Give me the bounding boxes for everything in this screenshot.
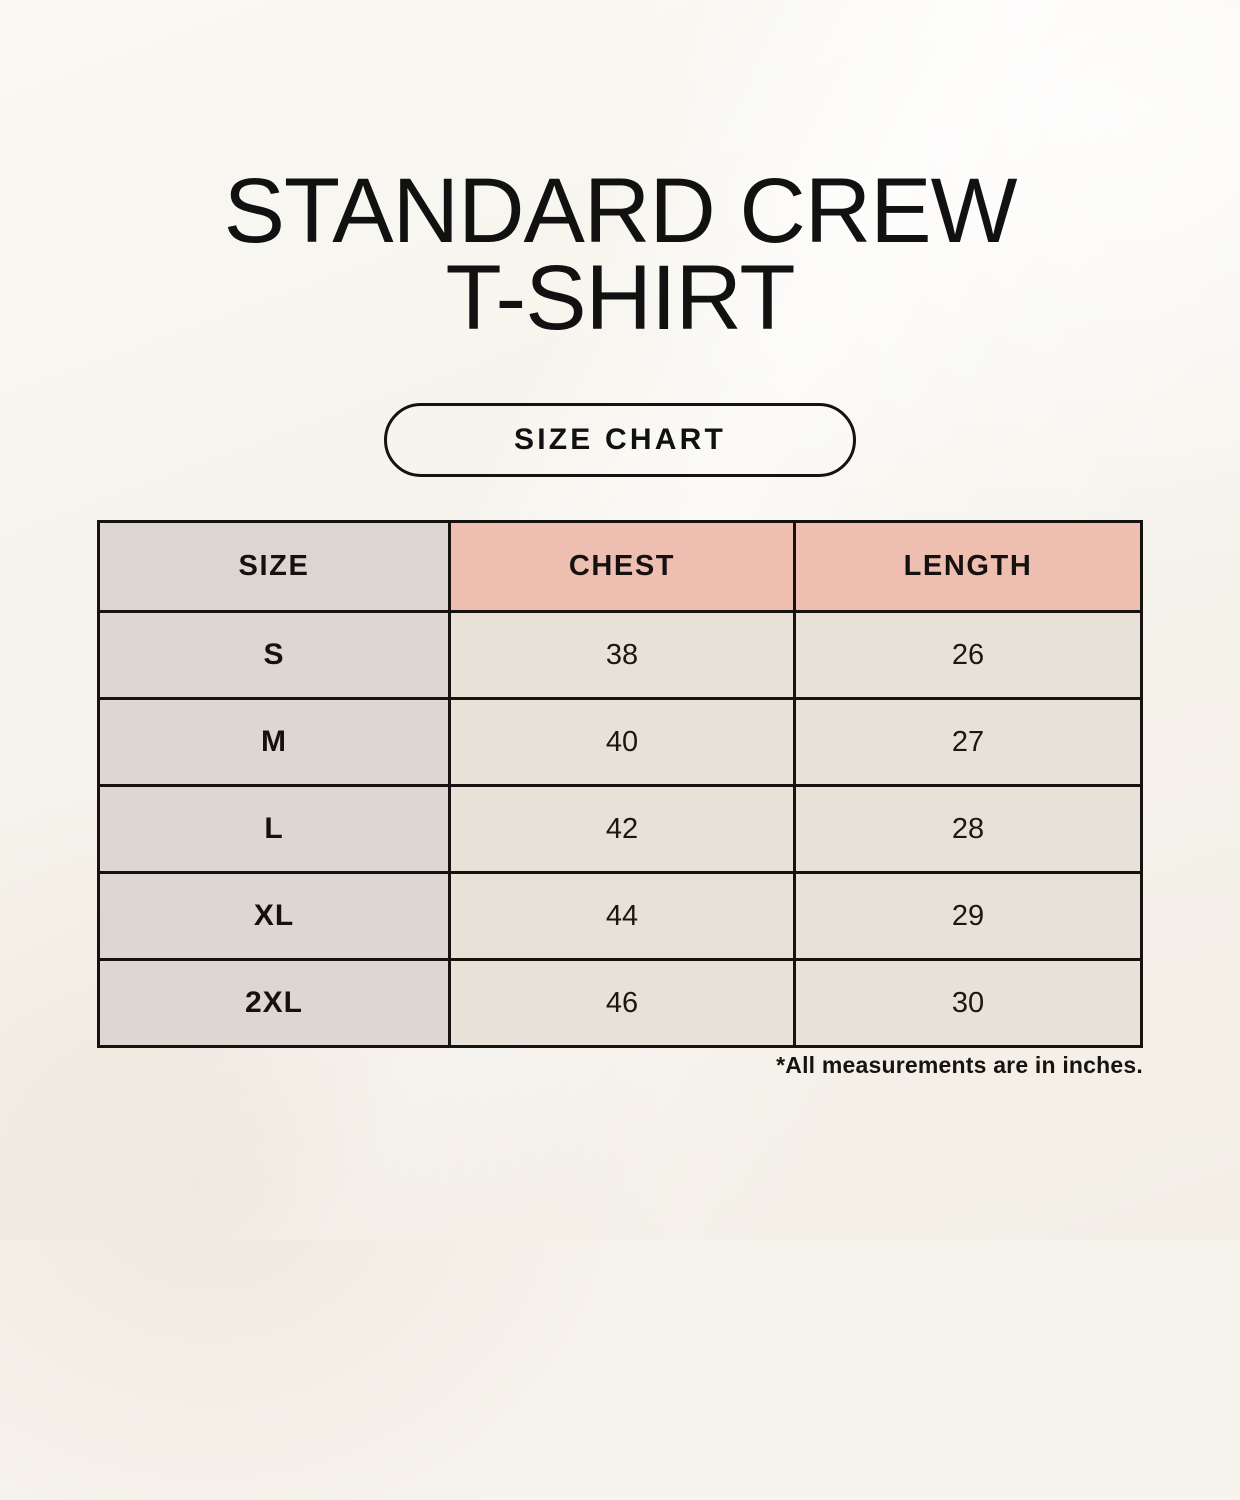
cell-chest: 42 — [447, 784, 796, 874]
cell-length: 28 — [792, 784, 1144, 874]
cell-chest: 38 — [447, 610, 796, 700]
cell-chest: 44 — [447, 871, 796, 961]
size-table-header: SIZE CHEST LENGTH — [97, 520, 1144, 613]
cell-chest: 40 — [447, 697, 796, 787]
page-title-line-2: T-SHIRT — [445, 247, 795, 350]
cell-length: 26 — [792, 610, 1144, 700]
size-chart-badge-label: SIZE CHART — [514, 423, 726, 456]
column-header-size: SIZE — [97, 520, 451, 613]
measurements-footnote: *All measurements are in inches. — [776, 1052, 1143, 1078]
size-table-body: S 38 26 M 40 27 L 42 28 XL 44 29 — [97, 610, 1144, 1048]
cell-size: XL — [97, 871, 451, 961]
cell-chest: 46 — [447, 958, 796, 1048]
cell-size: L — [97, 784, 451, 874]
cell-size: 2XL — [97, 958, 451, 1048]
column-header-chest: CHEST — [447, 520, 796, 613]
size-table: SIZE CHEST LENGTH S 38 26 M 40 27 L — [97, 520, 1144, 1048]
size-chart-badge-container: SIZE CHART — [0, 403, 1240, 477]
cell-length: 29 — [792, 871, 1144, 961]
table-row: 2XL 46 30 — [97, 958, 1144, 1048]
table-row: L 42 28 — [97, 784, 1144, 874]
size-chart-page: STANDARD CREW T-SHIRT SIZE CHART SIZE CH… — [0, 160, 1240, 1078]
table-header-row: SIZE CHEST LENGTH — [97, 520, 1144, 613]
cell-length: 30 — [792, 958, 1144, 1048]
cell-size: S — [97, 610, 451, 700]
page-title: STANDARD CREW T-SHIRT — [0, 160, 1240, 350]
table-row: XL 44 29 — [97, 871, 1144, 961]
cell-size: M — [97, 697, 451, 787]
size-chart-badge: SIZE CHART — [384, 403, 856, 477]
cell-length: 27 — [792, 697, 1144, 787]
size-table-container: SIZE CHEST LENGTH S 38 26 M 40 27 L — [97, 520, 1144, 1048]
page-title-line-1: STANDARD CREW — [223, 160, 1018, 262]
column-header-length: LENGTH — [792, 520, 1144, 613]
table-row: S 38 26 — [97, 610, 1144, 700]
table-row: M 40 27 — [97, 697, 1144, 787]
